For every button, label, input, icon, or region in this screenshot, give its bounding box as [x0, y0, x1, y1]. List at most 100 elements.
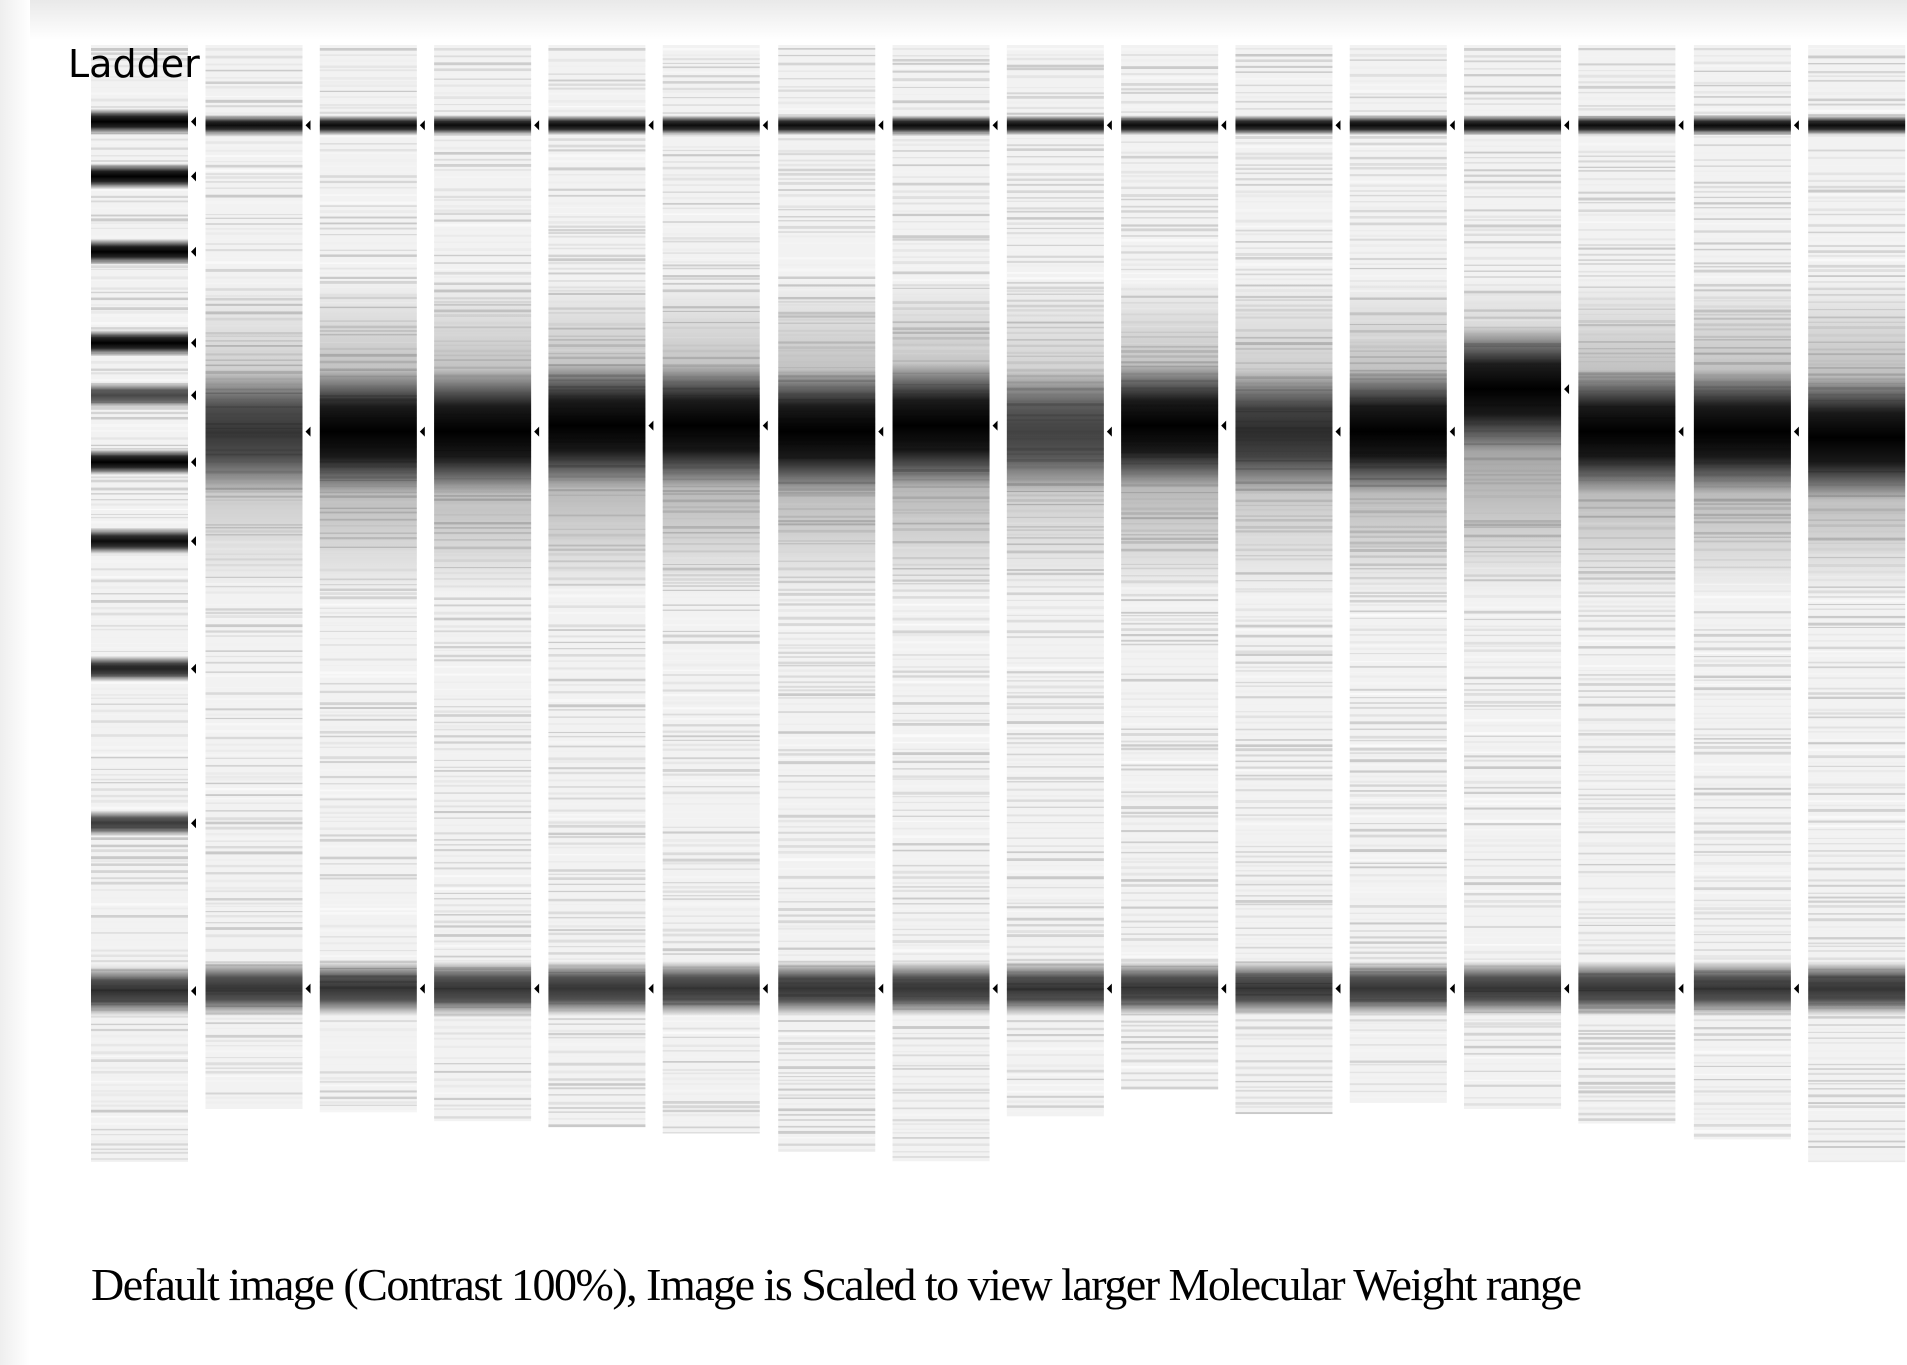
lane-streak: [434, 702, 531, 704]
lane-streak: [663, 241, 760, 243]
lane-streak: [893, 164, 990, 166]
lane-streak: [1694, 771, 1791, 773]
lane-streak: [663, 886, 760, 889]
lane-streak: [778, 617, 875, 620]
lane-streak: [778, 89, 875, 91]
lane-streak: [893, 835, 990, 838]
lane-streak: [778, 789, 875, 790]
lane-streak: [778, 880, 875, 881]
lane-streak: [320, 736, 417, 737]
lane-streak: [206, 1018, 303, 1020]
lane-streak: [1808, 1024, 1905, 1026]
lane-streak: [1694, 71, 1791, 72]
lane-streak: [1350, 666, 1447, 668]
lane-streak: [548, 1118, 645, 1119]
lane-streak: [1121, 1072, 1218, 1074]
lane-streak: [1694, 807, 1791, 808]
lane-streak: [663, 724, 760, 726]
lane-streak: [1350, 689, 1447, 691]
peak-marker: [1794, 120, 1799, 130]
lane-streak: [1121, 775, 1218, 776]
lane-streak: [1694, 249, 1791, 250]
lane-streak: [1694, 270, 1791, 273]
lane-streak: [91, 807, 188, 809]
lane-streak: [1121, 733, 1218, 736]
lane-streak: [1578, 774, 1675, 775]
lane-streak: [320, 711, 417, 713]
lane-streak: [778, 1126, 875, 1128]
lane-streak: [91, 1044, 188, 1046]
lane-streak: [1235, 696, 1332, 698]
lane-streak: [548, 207, 645, 209]
lane-streak: [548, 221, 645, 224]
lane-streak: [1464, 1071, 1561, 1072]
lane-streak: [320, 194, 417, 195]
lane-streak: [778, 627, 875, 630]
lane-streak: [893, 702, 990, 705]
lane-streak: [1350, 812, 1447, 814]
lane-streak: [663, 1045, 760, 1047]
lane-streak: [663, 1032, 760, 1034]
lane-streak: [893, 749, 990, 750]
lane-streak: [1464, 104, 1561, 105]
lane-streak: [91, 228, 188, 229]
lane-streak: [206, 1080, 303, 1082]
lane-streak: [548, 1102, 645, 1105]
lane-streak: [91, 746, 188, 749]
lane-streak: [1578, 1042, 1675, 1045]
lane-streak: [206, 1040, 303, 1042]
lane-streak: [1121, 812, 1218, 814]
peak-marker: [1335, 427, 1340, 437]
lane-streak: [1694, 207, 1791, 208]
lane-streak: [434, 914, 531, 916]
lane-streak: [1808, 937, 1905, 939]
lane-streak: [663, 624, 760, 626]
peak-marker: [420, 120, 425, 130]
lane-streak: [206, 723, 303, 725]
lane-streak: [1464, 276, 1561, 277]
lane-streak: [1808, 1128, 1905, 1130]
band: [1464, 327, 1561, 452]
lane-streak: [548, 709, 645, 710]
lane-streak: [91, 698, 188, 699]
lane-streak: [434, 811, 531, 813]
lane-streak: [320, 672, 417, 675]
lane-streak: [1235, 78, 1332, 80]
lane-streak: [1350, 653, 1447, 654]
lane-streak: [548, 736, 645, 737]
lane-streak: [1007, 828, 1104, 829]
lane-streak: [1121, 147, 1218, 150]
lane-streak: [663, 635, 760, 638]
lane-streak: [320, 747, 417, 748]
lane-streak: [548, 899, 645, 902]
lane-streak: [91, 769, 188, 770]
peak-marker: [1794, 984, 1799, 994]
lane-streak: [1694, 837, 1791, 840]
band: [1235, 115, 1332, 135]
lane-streak: [1350, 80, 1447, 82]
lane-streak: [778, 862, 875, 863]
lane-streak: [1578, 932, 1675, 935]
lane-streak: [1121, 83, 1218, 86]
lane-streak: [320, 675, 417, 677]
lane-streak: [1808, 186, 1905, 188]
lane-streak: [91, 704, 188, 705]
lane-streak: [1578, 209, 1675, 212]
lane-streak: [1808, 1088, 1905, 1090]
lane-streak: [434, 817, 531, 818]
lane-streak: [1464, 798, 1561, 801]
lane-streak: [663, 631, 760, 632]
lane-streak: [1235, 157, 1332, 160]
lane-streak: [548, 691, 645, 693]
lane-streak: [1235, 841, 1332, 844]
lane-streak: [434, 844, 531, 845]
lane-streak: [1235, 807, 1332, 808]
lane-streak: [1578, 1090, 1675, 1093]
band: [1464, 115, 1561, 135]
lane-streak: [1464, 649, 1561, 652]
lane-streak: [1578, 678, 1675, 680]
lane-streak: [1350, 190, 1447, 192]
lane-streak: [1350, 84, 1447, 86]
lane-streak: [434, 741, 531, 743]
lane-streak: [1235, 184, 1332, 186]
